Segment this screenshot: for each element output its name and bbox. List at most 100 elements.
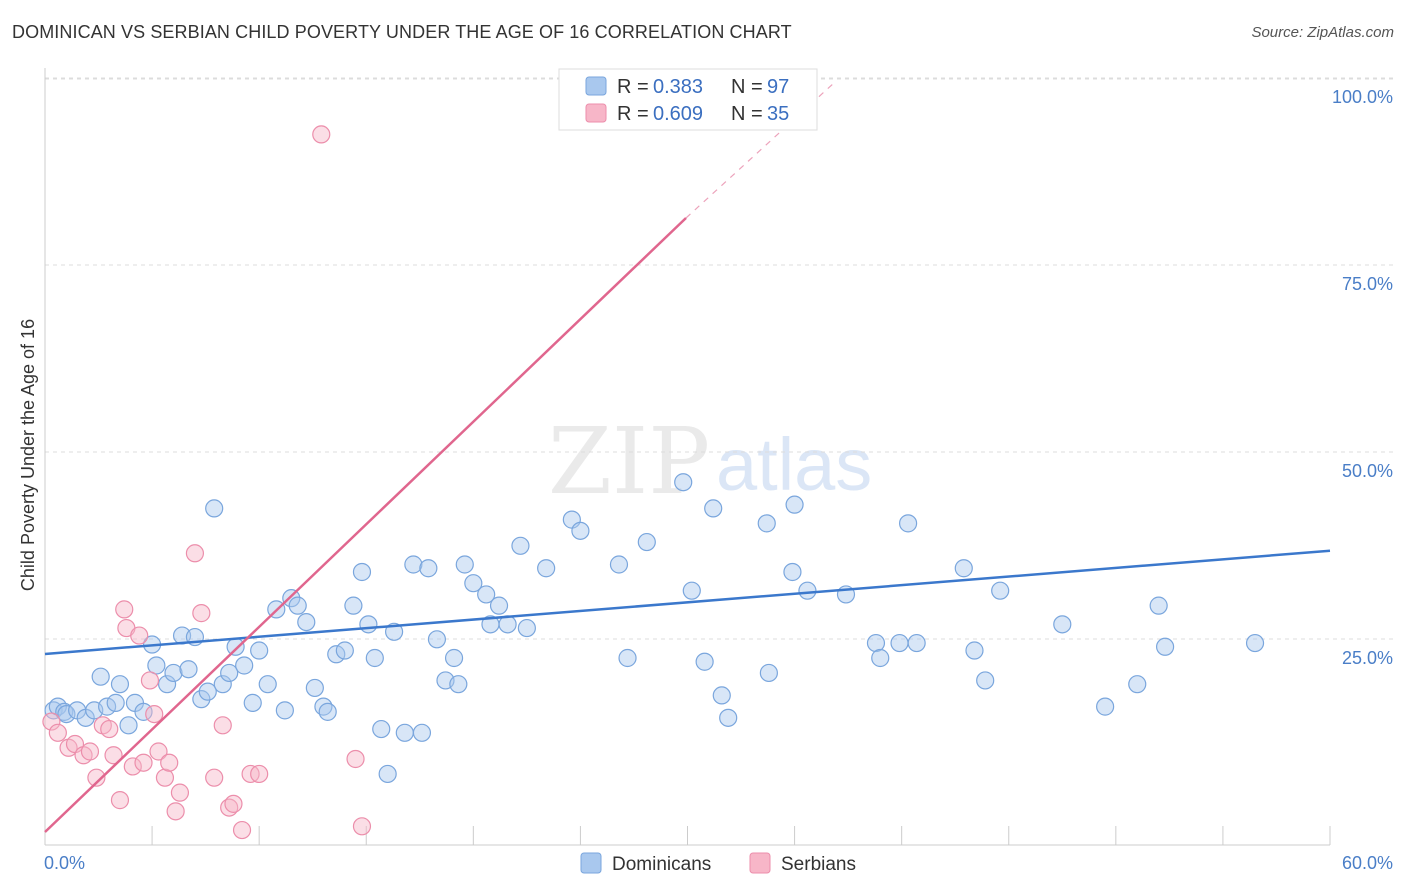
serbian-point-22 <box>170 783 190 802</box>
dominican-point-36 <box>305 678 324 698</box>
dominican-point-82 <box>866 633 886 653</box>
dominican-point-26 <box>226 637 245 656</box>
legend-r-value-serbians: 0.609 <box>653 103 703 125</box>
serbian-point-14 <box>130 626 149 645</box>
dominican-point-56 <box>455 555 474 574</box>
dominican-point-9 <box>106 693 125 712</box>
dominican-point-94 <box>1149 596 1168 615</box>
trend-line-dominicans <box>44 549 1331 656</box>
dominican-point-84 <box>890 633 909 653</box>
dominican-point-47 <box>384 622 404 641</box>
dominican-point-88 <box>965 641 984 660</box>
trend-line-serbians <box>44 217 687 833</box>
dominican-point-43 <box>359 615 378 634</box>
y-axis-title: Child Poverty Under the Age of 16 <box>18 319 38 591</box>
x-ticks <box>151 826 1331 845</box>
dominican-point-40 <box>335 641 354 660</box>
serbian-point-9 <box>104 746 123 765</box>
chart-title: DOMINICAN VS SERBIAN CHILD POVERTY UNDER… <box>12 22 792 42</box>
dominican-point-13 <box>134 702 153 721</box>
dominican-point-62 <box>511 536 530 555</box>
dominican-point-68 <box>618 648 637 668</box>
dominican-point-70 <box>674 473 693 492</box>
dominican-point-48 <box>395 723 414 742</box>
legend-r-label-serbians: R = <box>617 103 649 125</box>
dominican-point-51 <box>419 559 438 578</box>
serbian-point-16 <box>140 671 160 690</box>
dominican-point-57 <box>464 574 483 593</box>
dominican-point-80 <box>798 581 817 600</box>
dominican-point-58 <box>477 585 496 604</box>
dominican-point-86 <box>907 633 926 653</box>
dominican-point-77 <box>759 663 778 683</box>
dominican-point-30 <box>258 675 277 694</box>
serbian-point-26 <box>213 716 232 735</box>
serbian-point-23 <box>185 544 205 563</box>
x-tick-label-max: 60.0% <box>1342 853 1393 873</box>
dominican-point-49 <box>404 555 423 574</box>
dominican-point-75 <box>719 708 738 727</box>
serbian-point-19 <box>155 768 175 787</box>
legend-n-value-serbians: 35 <box>767 103 789 125</box>
dominican-point-33 <box>282 589 301 608</box>
watermark-atlas: atlas <box>716 423 872 506</box>
dominican-point-35 <box>297 612 316 632</box>
dominican-point-24 <box>213 675 232 694</box>
dominican-point-45 <box>372 719 391 739</box>
dominican-point-69 <box>637 532 656 552</box>
y-tick-label-50: 50.0% <box>1342 461 1393 481</box>
dominican-point-71 <box>682 581 701 600</box>
legend-swatch-dominicans <box>585 76 607 96</box>
dominican-point-11 <box>119 716 138 735</box>
serbian-point-34 <box>352 817 372 836</box>
bottom-legend-label-serbians: Serbians <box>781 854 856 875</box>
dominican-point-7 <box>91 667 110 686</box>
dominican-point-23 <box>205 499 224 518</box>
bottom-legend-swatch-dominicans <box>580 852 602 874</box>
dominican-point-78 <box>783 562 802 582</box>
dominican-point-67 <box>609 555 629 574</box>
x-tick-label-min: 0.0% <box>44 853 85 873</box>
dominican-point-19 <box>179 660 198 679</box>
dominican-point-29 <box>250 641 269 660</box>
serbian-point-31 <box>250 764 269 784</box>
dominican-point-38 <box>318 702 337 721</box>
dominican-point-41 <box>344 596 363 615</box>
series-dominicans <box>44 473 1265 784</box>
dominican-point-15 <box>147 656 166 675</box>
legend-n-value-dominicans: 97 <box>767 76 789 98</box>
watermark: ZIP atlas <box>548 408 872 515</box>
y-tick-label-75: 75.0% <box>1342 274 1393 294</box>
serbian-point-6 <box>87 768 106 787</box>
gridlines <box>45 77 1393 640</box>
watermark-zip: ZIP <box>548 408 710 515</box>
legend-n-label-serbians: N = <box>731 103 763 125</box>
dominican-point-3 <box>57 704 76 724</box>
serbian-point-11 <box>115 600 134 619</box>
serbian-point-10 <box>110 791 130 810</box>
legend-r-value-dominicans: 0.383 <box>653 76 703 98</box>
dominican-point-52 <box>427 630 447 649</box>
dominican-point-46 <box>378 764 397 784</box>
dominican-point-74 <box>712 686 731 705</box>
dominican-point-64 <box>537 559 556 578</box>
dominican-point-28 <box>243 693 262 712</box>
serbian-point-32 <box>312 125 331 144</box>
serbian-point-1 <box>48 723 67 742</box>
dominican-point-83 <box>871 648 890 668</box>
dominican-point-89 <box>976 671 995 690</box>
serbian-point-17 <box>145 704 164 724</box>
serbian-point-24 <box>192 604 211 623</box>
dominican-point-73 <box>704 499 723 518</box>
legend-swatch-serbians <box>585 103 607 123</box>
dominican-point-92 <box>1096 697 1115 716</box>
serbian-point-29 <box>232 820 252 840</box>
source-credit: Source: ZipAtlas.com <box>1251 24 1394 41</box>
serbian-point-33 <box>346 749 365 769</box>
dominican-point-27 <box>235 656 254 675</box>
y-tick-label-100: 100.0% <box>1332 87 1393 107</box>
dominican-point-34 <box>288 596 307 615</box>
serbian-point-5 <box>80 742 100 761</box>
y-tick-label-25: 25.0% <box>1342 648 1393 668</box>
